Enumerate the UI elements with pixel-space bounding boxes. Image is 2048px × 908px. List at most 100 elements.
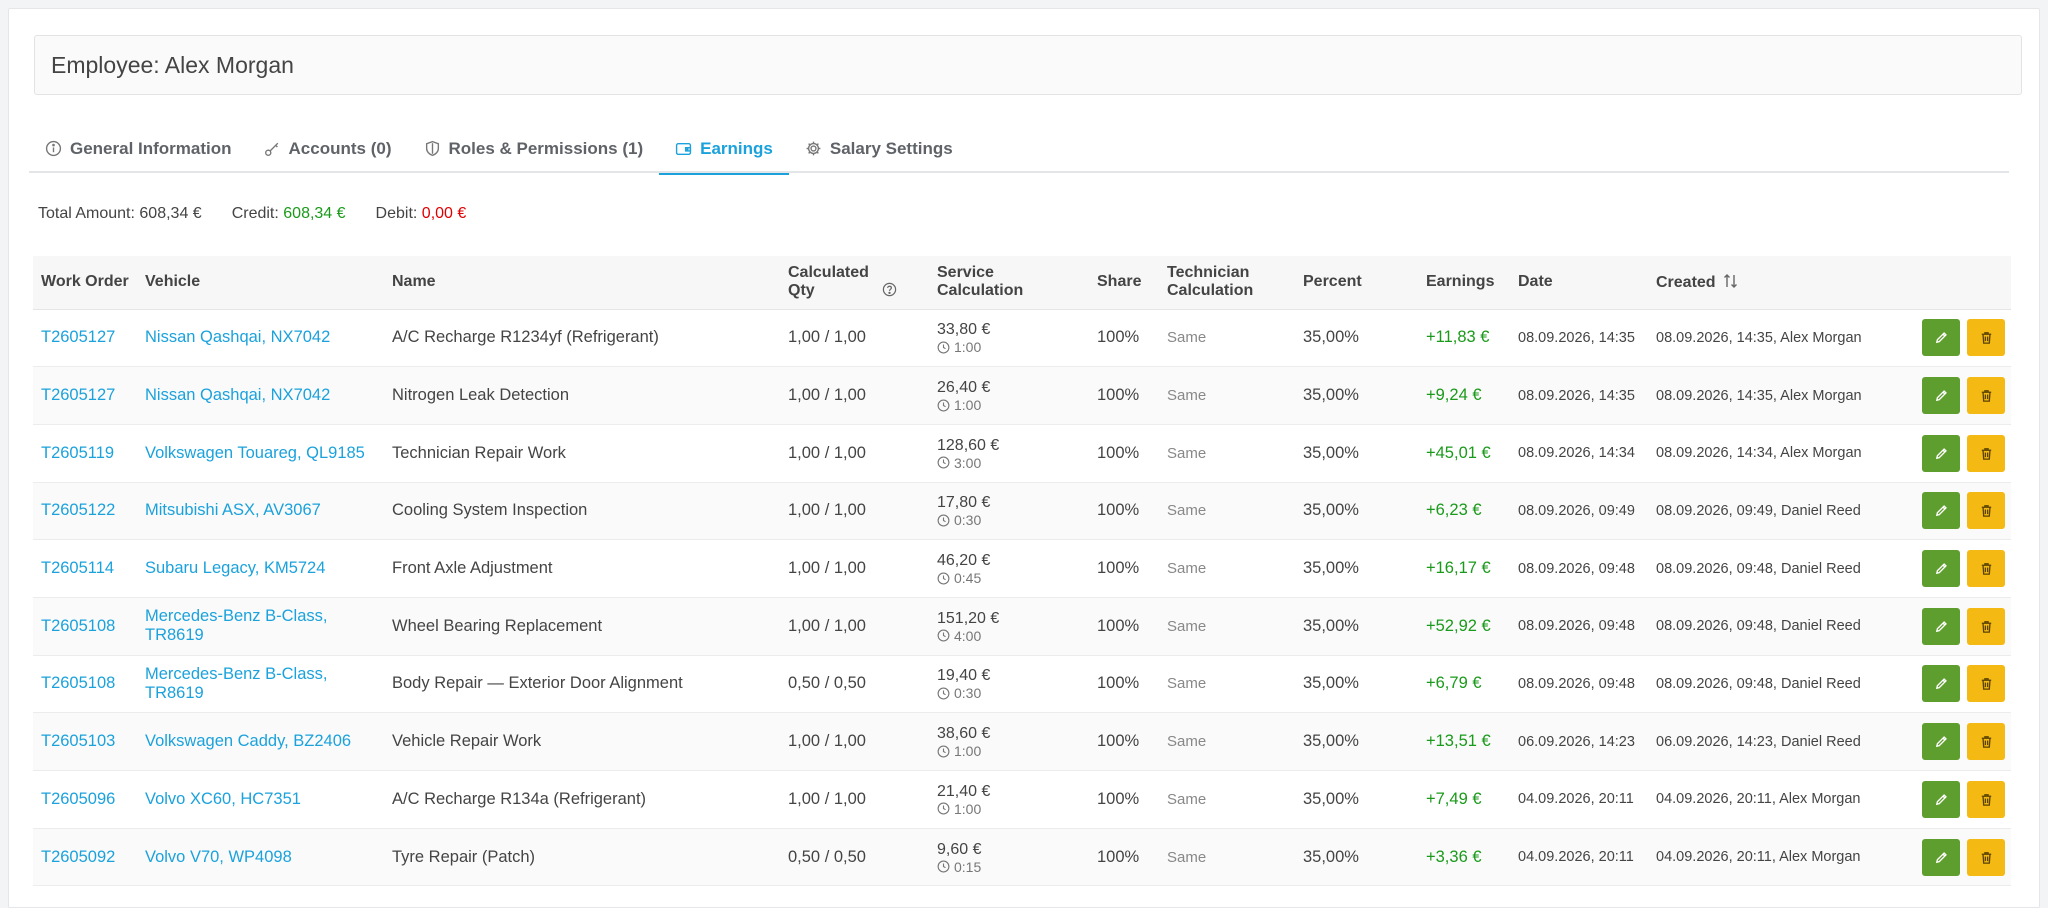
- table-row: T2605092 Volvo V70, WP4098 Tyre Repair (…: [33, 828, 2011, 886]
- vehicle-link[interactable]: Mercedes-Benz B-Class, TR8619: [145, 664, 328, 702]
- col-technician-calculation[interactable]: Technician Calculation: [1167, 264, 1254, 300]
- service-calculation: 151,20 € 4:00: [929, 597, 1089, 655]
- edit-button[interactable]: [1922, 319, 1960, 357]
- technician-calculation: Same: [1167, 790, 1207, 808]
- tab-salary-settings[interactable]: Salary Settings: [789, 124, 969, 173]
- tab-roles-permissions[interactable]: Roles & Permissions (1): [408, 124, 660, 173]
- service-time: 3:00: [937, 455, 1089, 471]
- edit-button[interactable]: [1922, 607, 1960, 645]
- delete-button[interactable]: [1967, 319, 2005, 357]
- trash-icon: [1981, 390, 1991, 402]
- work-order-link[interactable]: T2605108: [41, 674, 116, 693]
- delete-button[interactable]: [1967, 377, 2005, 415]
- edit-button[interactable]: [1922, 780, 1960, 818]
- table-row: T2605114 Subaru Legacy, KM5724 Front Axl…: [33, 540, 2011, 598]
- delete-button[interactable]: [1967, 550, 2005, 588]
- service-time: 0:30: [937, 685, 1089, 701]
- row-actions: [1877, 309, 2011, 367]
- delete-button[interactable]: [1967, 434, 2005, 472]
- tab-earnings[interactable]: Earnings: [659, 124, 789, 175]
- page-container: Employee: Alex Morgan: [8, 8, 2040, 908]
- delete-button[interactable]: [1967, 838, 2005, 876]
- delete-button[interactable]: [1967, 492, 2005, 530]
- trash-icon: [1981, 620, 1991, 633]
- help-icon[interactable]: [882, 282, 897, 297]
- created-value: 08.09.2026, 14:35, Alex Morgan: [1656, 329, 1862, 346]
- edit-button[interactable]: [1922, 838, 1960, 876]
- technician-calculation: Same: [1167, 329, 1207, 347]
- work-order-link[interactable]: T2605122: [41, 501, 116, 520]
- col-vehicle[interactable]: Vehicle: [145, 273, 201, 291]
- vehicle-link[interactable]: Subaru Legacy, KM5724: [145, 559, 326, 578]
- col-date[interactable]: Date: [1518, 273, 1553, 291]
- created-value: 08.09.2026, 09:48, Daniel Reed: [1656, 675, 1861, 692]
- calculated-qty: 1,00 / 1,00: [788, 559, 866, 578]
- col-earnings[interactable]: Earnings: [1426, 273, 1495, 291]
- pencil-icon: [1935, 793, 1947, 805]
- percent-value: 35,00%: [1303, 616, 1359, 635]
- delete-button[interactable]: [1967, 780, 2005, 818]
- vehicle-link[interactable]: Mercedes-Benz B-Class, TR8619: [145, 607, 328, 645]
- vehicle-link[interactable]: Volkswagen Caddy, BZ2406: [145, 732, 352, 751]
- table-header: Work Order Vehicle Name Calculated Qty S…: [33, 256, 2011, 309]
- edit-button[interactable]: [1922, 665, 1960, 703]
- delete-button[interactable]: [1967, 723, 2005, 761]
- created-value: 06.09.2026, 14:23, Daniel Reed: [1656, 733, 1861, 750]
- work-order-link[interactable]: T2605127: [41, 386, 116, 405]
- clock-icon: [937, 341, 950, 354]
- tab-label: Salary Settings: [829, 138, 953, 158]
- edit-button[interactable]: [1922, 434, 1960, 472]
- vehicle-link[interactable]: Volvo V70, WP4098: [145, 847, 292, 866]
- sort-icon[interactable]: [1722, 272, 1740, 290]
- col-name[interactable]: Name: [392, 273, 436, 291]
- pencil-icon: [1935, 332, 1947, 344]
- col-work-order[interactable]: Work Order: [41, 273, 129, 291]
- vehicle-link[interactable]: Volkswagen Touareg, QL9185: [145, 443, 365, 462]
- vehicle-link[interactable]: Mitsubishi ASX, AV3067: [145, 501, 321, 520]
- percent-value: 35,00%: [1303, 559, 1359, 578]
- vehicle-link[interactable]: Nissan Qashqai, NX7042: [145, 328, 331, 347]
- delete-button[interactable]: [1967, 665, 2005, 703]
- percent-value: 35,00%: [1303, 674, 1359, 693]
- service-price: 46,20 €: [937, 552, 991, 570]
- calculated-qty: 1,00 / 1,00: [788, 328, 866, 347]
- work-order-link[interactable]: T2605119: [41, 443, 115, 462]
- work-order-link[interactable]: T2605092: [41, 847, 116, 866]
- row-actions: [1877, 424, 2011, 482]
- edit-button[interactable]: [1922, 550, 1960, 588]
- row-actions: [1877, 771, 2011, 829]
- col-calculated-qty[interactable]: Calculated Qty: [780, 256, 929, 309]
- date-value: 06.09.2026, 14:23: [1518, 733, 1635, 750]
- edit-button[interactable]: [1922, 377, 1960, 415]
- service-time: 1:00: [937, 743, 1089, 759]
- calculated-qty: 1,00 / 1,00: [788, 616, 866, 635]
- vehicle-link[interactable]: Nissan Qashqai, NX7042: [145, 386, 331, 405]
- share-value: 100%: [1097, 732, 1140, 751]
- col-share[interactable]: Share: [1097, 273, 1142, 291]
- work-order-link[interactable]: T2605096: [41, 789, 116, 808]
- work-order-link[interactable]: T2605103: [41, 732, 116, 751]
- col-created[interactable]: Created: [1648, 256, 1877, 309]
- service-price: 128,60 €: [937, 436, 1000, 454]
- tab-general-information[interactable]: General Information: [29, 124, 248, 173]
- col-service-calculation[interactable]: Service Calculation: [937, 264, 1024, 300]
- percent-value: 35,00%: [1303, 386, 1359, 405]
- gear-icon: [806, 141, 821, 156]
- service-price: 19,40 €: [937, 667, 991, 685]
- share-value: 100%: [1097, 501, 1140, 520]
- technician-calculation: Same: [1167, 560, 1207, 578]
- vehicle-link[interactable]: Volvo XC60, HC7351: [145, 789, 301, 808]
- work-order-link[interactable]: T2605108: [41, 616, 116, 635]
- calculated-qty: 1,00 / 1,00: [788, 443, 866, 462]
- service-calculation: 21,40 € 1:00: [929, 771, 1089, 829]
- edit-button[interactable]: [1922, 723, 1960, 761]
- work-order-link[interactable]: T2605114: [41, 559, 115, 578]
- key-icon: [264, 142, 278, 156]
- tab-accounts[interactable]: Accounts (0): [248, 124, 408, 173]
- col-actions: [1877, 256, 2011, 309]
- col-percent[interactable]: Percent: [1303, 273, 1362, 291]
- date-value: 08.09.2026, 09:48: [1518, 618, 1635, 635]
- delete-button[interactable]: [1967, 607, 2005, 645]
- work-order-link[interactable]: T2605127: [41, 328, 116, 347]
- edit-button[interactable]: [1922, 492, 1960, 530]
